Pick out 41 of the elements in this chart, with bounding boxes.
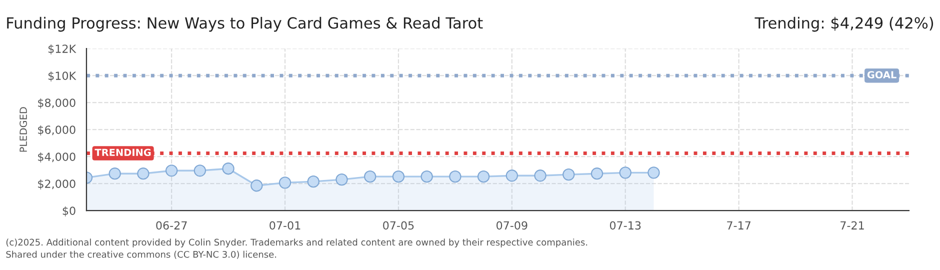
y-tick-label: $2,000 <box>38 179 76 190</box>
point <box>108 168 121 180</box>
y-tick-label: $10K <box>48 71 76 82</box>
x-tick-label: 07-05 <box>383 221 414 230</box>
point <box>477 170 490 183</box>
point <box>336 173 348 186</box>
point <box>449 170 462 183</box>
point <box>619 166 632 179</box>
point <box>420 170 433 183</box>
point <box>534 170 546 182</box>
x-tick-label: 07-09 <box>496 221 528 230</box>
y-axis-title: PLEDGED <box>20 107 27 152</box>
point <box>562 168 575 181</box>
y-tick-label: $8,000 <box>38 98 76 108</box>
point <box>137 168 150 180</box>
x-tick-label: 7-17 <box>727 221 750 230</box>
point <box>222 162 234 175</box>
x-tick-label: 07-01 <box>270 221 300 230</box>
point <box>506 170 518 182</box>
x-tick-label: 7-21 <box>840 221 864 230</box>
point <box>307 176 320 188</box>
y-tick-label: $12K <box>48 44 76 54</box>
point <box>278 176 292 189</box>
point <box>590 168 604 180</box>
chart-title: Funding Progress: New Ways to Play Card Games & Read Tarot <box>7 16 483 32</box>
text: (c)2025. Additional content provided by Colin Snyder. Trademarks and related content are owned by their respective companies. <box>6 238 588 248</box>
x-tick-label: 06-27 <box>156 221 187 230</box>
y-tick-label: $4,000 <box>38 152 76 162</box>
x-tick-label: 07-13 <box>610 221 641 230</box>
y-tick-label: $0 <box>62 206 76 216</box>
y-tick-label: $6,000 <box>38 125 76 136</box>
ref-line-label: TRENDING <box>94 148 151 156</box>
ref-line-label: GOAL <box>867 71 896 78</box>
point <box>648 166 660 179</box>
point <box>392 170 405 183</box>
point <box>194 164 206 177</box>
text: Trending: $4,249 (42%) <box>754 16 934 32</box>
text: Shared under the creative commons (CC BY-NC 3.0) license. <box>6 250 276 259</box>
point <box>165 164 178 177</box>
point <box>250 180 263 192</box>
point <box>364 170 376 183</box>
